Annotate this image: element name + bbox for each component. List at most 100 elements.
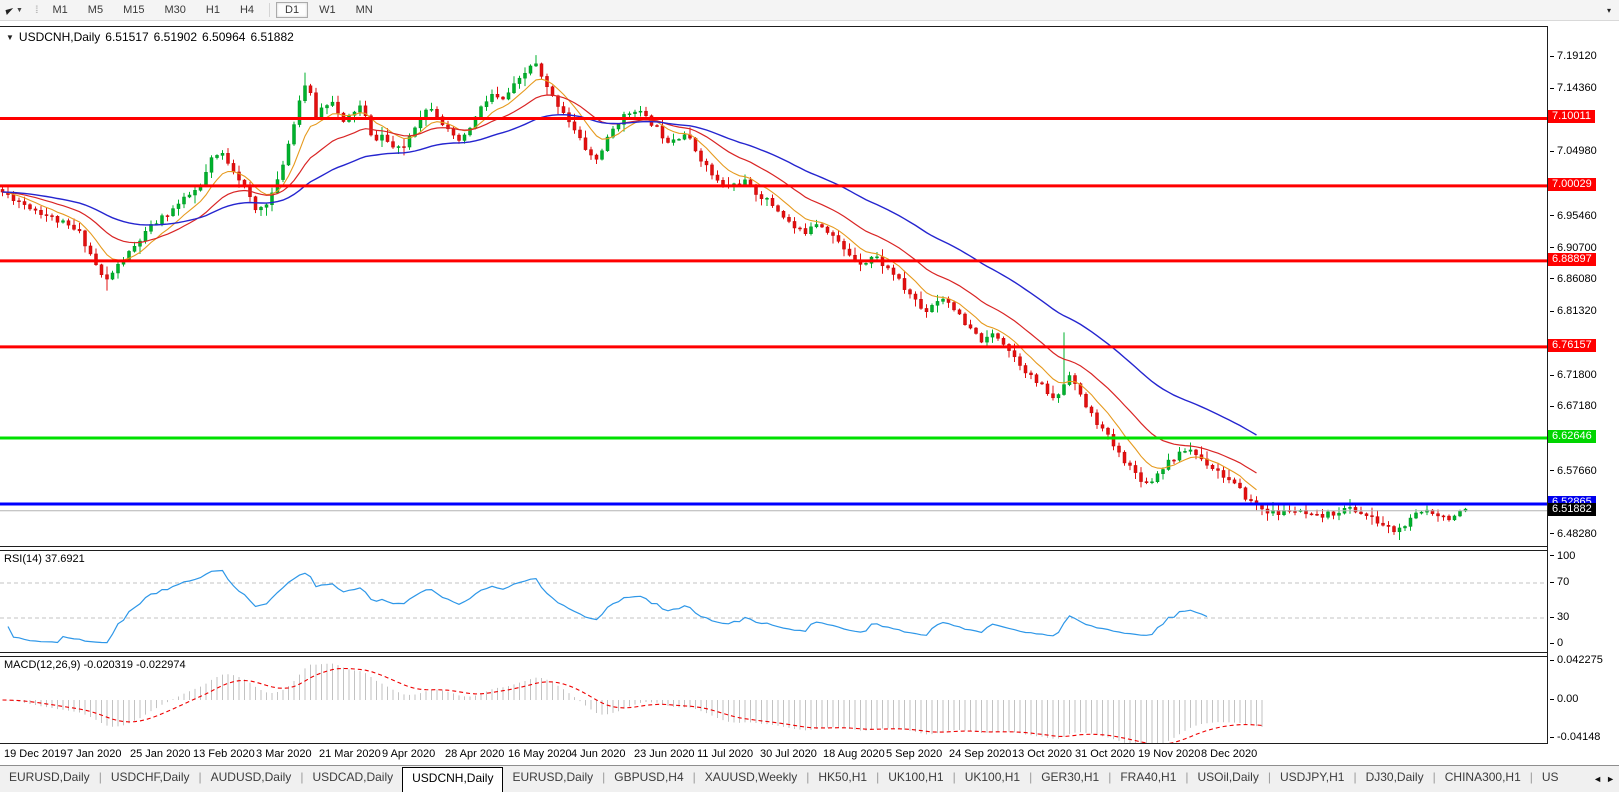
chart-tab-usdcnh-daily[interactable]: USDCNH,Daily <box>402 767 504 792</box>
toolbar-overflow-icon[interactable]: ▾ <box>1606 5 1611 15</box>
macd-indicator-pane[interactable]: MACD(12,26,9) -0.020319 -0.022974 <box>0 656 1547 744</box>
rsi-line <box>7 569 1208 644</box>
tab-separator: | <box>692 770 696 784</box>
rsi-tick-70: 70 <box>1550 576 1569 588</box>
rsi-indicator-pane[interactable]: RSI(14) 37.6921 <box>0 550 1547 653</box>
chart-tab-us[interactable]: US <box>1541 770 1559 784</box>
chart-tab-usoil-daily[interactable]: USOil,Daily <box>1197 770 1259 784</box>
chart-tab-uk100-h1[interactable]: UK100,H1 <box>888 770 944 784</box>
tab-separator: | <box>1108 770 1112 784</box>
timeframe-button-m1[interactable]: M1 <box>52 4 68 16</box>
timeframe-button-w1[interactable]: W1 <box>319 4 336 16</box>
chart-symbol: USDCNH,Daily <box>18 30 101 44</box>
tab-scroll-left-icon[interactable]: ◄ <box>1593 774 1603 784</box>
chart-tab-audusd-daily[interactable]: AUDUSD,Daily <box>210 770 292 784</box>
tab-separator: | <box>876 770 880 784</box>
timeframe-button-h4[interactable]: H4 <box>239 4 254 16</box>
chart-tab-usdcad-daily[interactable]: USDCAD,Daily <box>312 770 394 784</box>
timeframe-button-m30[interactable]: M30 <box>164 4 186 16</box>
rsi-tick-0: 0 <box>1550 637 1563 649</box>
ma-fast-line <box>2 78 1257 491</box>
tab-separator: | <box>1185 770 1189 784</box>
date-label-16: 13 Oct 2020 <box>1012 748 1072 760</box>
ohlc-low: 6.50964 <box>202 30 246 44</box>
macd-tick-0.00: 0.00 <box>1550 693 1578 705</box>
macd-label: MACD(12,26,9) -0.020319 -0.022974 <box>4 659 186 671</box>
tab-separator: | <box>602 770 606 784</box>
ma-mid-line <box>2 94 1257 474</box>
rsi-chart-canvas[interactable] <box>0 551 1547 652</box>
toolbar-grip-handle[interactable]: ⁞⁞ <box>34 4 38 16</box>
price-axis-line <box>1547 26 1548 744</box>
timeframe-button-h1[interactable]: H1 <box>205 4 220 16</box>
chart-tab-ger30-h1[interactable]: GER30,H1 <box>1041 770 1100 784</box>
date-label-6: 9 Apr 2020 <box>382 748 436 760</box>
candles-layer <box>0 55 1468 541</box>
one-click-trading-icon[interactable]: ▼ <box>6 32 14 42</box>
date-label-9: 4 Jun 2020 <box>571 748 626 760</box>
chart-tab-fra40-h1[interactable]: FRA40,H1 <box>1120 770 1177 784</box>
price-tick-6.95460: 6.95460 <box>1550 210 1597 222</box>
tab-separator: | <box>952 770 956 784</box>
timeframe-button-m15[interactable]: M15 <box>123 4 145 16</box>
price-tag-7.00029: 7.00029 <box>1548 177 1596 191</box>
tab-separator: | <box>1432 770 1436 784</box>
tab-separator: | <box>806 770 810 784</box>
price-tick-6.71800: 6.71800 <box>1550 369 1597 381</box>
date-label-10: 23 Jun 2020 <box>634 748 695 760</box>
chart-ohlc-header: ▼ USDCNH,Daily 6.51517 6.51902 6.50964 6… <box>6 30 294 44</box>
tab-separator: | <box>198 770 202 784</box>
chart-tab-usdjpy-h1[interactable]: USDJPY,H1 <box>1279 770 1345 784</box>
price-tick-6.90700: 6.90700 <box>1550 242 1597 254</box>
timeframe-button-d1[interactable]: D1 <box>276 2 309 18</box>
candlestick-chart-canvas[interactable] <box>0 27 1547 546</box>
chart-tab-hk50-h1[interactable]: HK50,H1 <box>818 770 868 784</box>
main-chart-pane[interactable]: ▼ USDCNH,Daily 6.51517 6.51902 6.50964 6… <box>0 26 1547 547</box>
date-label-19: 8 Dec 2020 <box>1201 748 1258 760</box>
price-tag-6.76157: 6.76157 <box>1548 338 1596 352</box>
tab-separator: | <box>1267 770 1271 784</box>
date-label-3: 13 Feb 2020 <box>193 748 255 760</box>
ohlc-close: 6.51882 <box>250 30 294 44</box>
date-label-5: 21 Mar 2020 <box>319 748 381 760</box>
chevron-down-icon[interactable]: ▼ <box>16 6 23 14</box>
chart-tab-china300-h1[interactable]: CHINA300,H1 <box>1444 770 1521 784</box>
chart-tab-gbpusd-h4[interactable]: GBPUSD,H4 <box>614 770 684 784</box>
rsi-label: RSI(14) 37.6921 <box>4 553 85 565</box>
chart-tab-uk100-h1[interactable]: UK100,H1 <box>964 770 1021 784</box>
tab-scroll-right-icon[interactable]: ► <box>1606 774 1615 784</box>
tab-separator: | <box>98 770 102 784</box>
price-tick-6.86080: 6.86080 <box>1550 273 1597 285</box>
timeframe-button-mn[interactable]: MN <box>355 4 373 16</box>
cursor-tool-icon[interactable] <box>5 7 15 15</box>
chart-tab-dj30-daily[interactable]: DJ30,Daily <box>1365 770 1424 784</box>
date-axis[interactable]: 19 Dec 2019 7 Jan 2020 25 Jan 2020 13 Feb 2… <box>0 744 1619 765</box>
macd-histogram <box>7 663 1263 743</box>
tab-separator: | <box>300 770 304 784</box>
ma-slow-line <box>2 113 1257 436</box>
rsi-tick-30: 30 <box>1550 611 1569 623</box>
macd-tick--0.04148: -0.04148 <box>1550 731 1600 743</box>
rsi-tick-100: 100 <box>1550 550 1575 562</box>
date-label-18: 19 Nov 2020 <box>1138 748 1201 760</box>
price-tag-6.51882: 6.51882 <box>1548 502 1596 516</box>
price-tag-6.62646: 6.62646 <box>1548 430 1596 444</box>
chart-tab-xauusd-weekly[interactable]: XAUUSD,Weekly <box>704 770 798 784</box>
date-label-12: 30 Jul 2020 <box>760 748 817 760</box>
chart-tab-bar: EURUSD,Daily | USDCHF,Daily | AUDUSD,Daily | U… <box>0 765 1619 792</box>
tab-separator: | <box>1529 770 1533 784</box>
chart-tab-eurusd-daily[interactable]: EURUSD,Daily <box>9 770 90 784</box>
chart-tab-usdchf-daily[interactable]: USDCHF,Daily <box>110 770 190 784</box>
price-tag-6.88897: 6.88897 <box>1548 252 1596 266</box>
ohlc-high: 6.51902 <box>153 30 198 44</box>
date-label-14: 5 Sep 2020 <box>886 748 943 760</box>
price-tick-6.67180: 6.67180 <box>1550 400 1597 412</box>
price-tick-6.57660: 6.57660 <box>1550 465 1597 477</box>
macd-chart-canvas[interactable] <box>0 657 1547 743</box>
timeframe-toolbar: ▼ ⁞⁞ M1 M5 M15 M30 H1 H4 D1 W1 MN ▾ <box>0 0 1619 21</box>
timeframe-button-m5[interactable]: M5 <box>87 4 104 16</box>
chart-tab-eurusd-daily[interactable]: EURUSD,Daily <box>512 770 594 784</box>
price-tick-6.48280: 6.48280 <box>1550 528 1597 540</box>
date-label-15: 24 Sep 2020 <box>949 748 1012 760</box>
ohlc-open: 6.51517 <box>105 30 149 44</box>
